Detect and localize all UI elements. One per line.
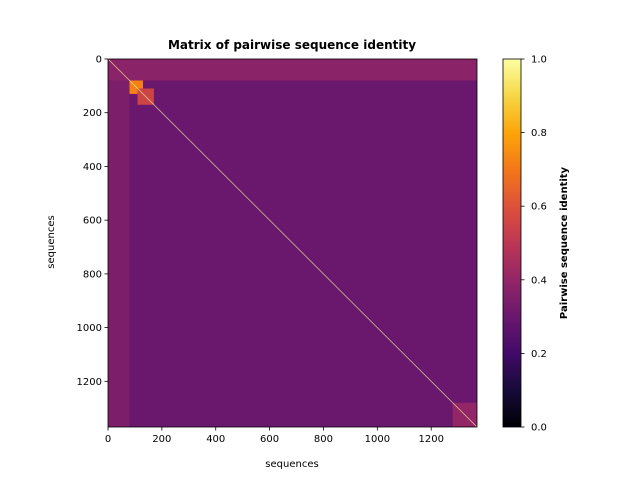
x-tick-label: 200 bbox=[152, 434, 171, 445]
y-tick-label: 200 bbox=[83, 108, 102, 119]
x-axis-label: sequences bbox=[265, 459, 318, 470]
colorbar-tick-label: 0.0 bbox=[531, 423, 547, 434]
colorbar-tick-label: 0.8 bbox=[531, 128, 547, 139]
y-tick-label: 1200 bbox=[77, 377, 102, 388]
y-axis-label: sequences bbox=[46, 215, 57, 268]
y-tick-label: 800 bbox=[83, 269, 102, 280]
x-tick-label: 400 bbox=[206, 434, 225, 445]
y-tick-label: 1000 bbox=[77, 323, 102, 334]
heatmap-plot-area bbox=[108, 59, 477, 427]
x-tick-label: 1000 bbox=[365, 434, 390, 445]
y-axis: 0 200 400 600 800 1000 1200 bbox=[77, 55, 108, 388]
x-tick-label: 1200 bbox=[418, 434, 443, 445]
chart-title: Matrix of pairwise sequence identity bbox=[168, 38, 416, 52]
colorbar bbox=[503, 59, 521, 427]
colorbar-tick-label: 0.2 bbox=[531, 349, 547, 360]
colorbar-tick-label: 0.4 bbox=[531, 275, 547, 286]
x-tick-label: 0 bbox=[105, 434, 111, 445]
colorbar-ticks: 0.0 0.2 0.4 0.6 0.8 1.0 bbox=[521, 55, 547, 434]
heatmap-block bbox=[108, 59, 477, 80]
colorbar-label: Pairwise sequence identity bbox=[559, 166, 570, 319]
colorbar-tick-label: 1.0 bbox=[531, 55, 547, 66]
x-tick-label: 600 bbox=[260, 434, 279, 445]
x-axis: 0 200 400 600 800 1000 1200 bbox=[105, 427, 444, 445]
y-tick-label: 600 bbox=[83, 216, 102, 227]
x-tick-label: 800 bbox=[314, 434, 333, 445]
y-tick-label: 400 bbox=[83, 162, 102, 173]
colorbar-tick-label: 0.6 bbox=[531, 202, 547, 213]
y-tick-label: 0 bbox=[96, 55, 102, 66]
heatmap-block bbox=[108, 59, 130, 427]
